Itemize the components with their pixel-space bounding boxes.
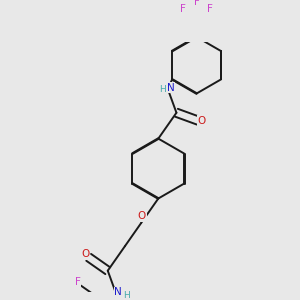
Text: O: O bbox=[197, 116, 206, 126]
Text: F: F bbox=[194, 0, 200, 7]
Text: O: O bbox=[138, 212, 146, 221]
Text: N: N bbox=[167, 82, 174, 93]
Text: N: N bbox=[114, 287, 122, 298]
Text: F: F bbox=[180, 4, 186, 14]
Text: F: F bbox=[75, 277, 81, 287]
Text: H: H bbox=[123, 291, 130, 300]
Text: H: H bbox=[159, 85, 166, 94]
Text: F: F bbox=[207, 4, 213, 14]
Text: O: O bbox=[81, 249, 89, 259]
